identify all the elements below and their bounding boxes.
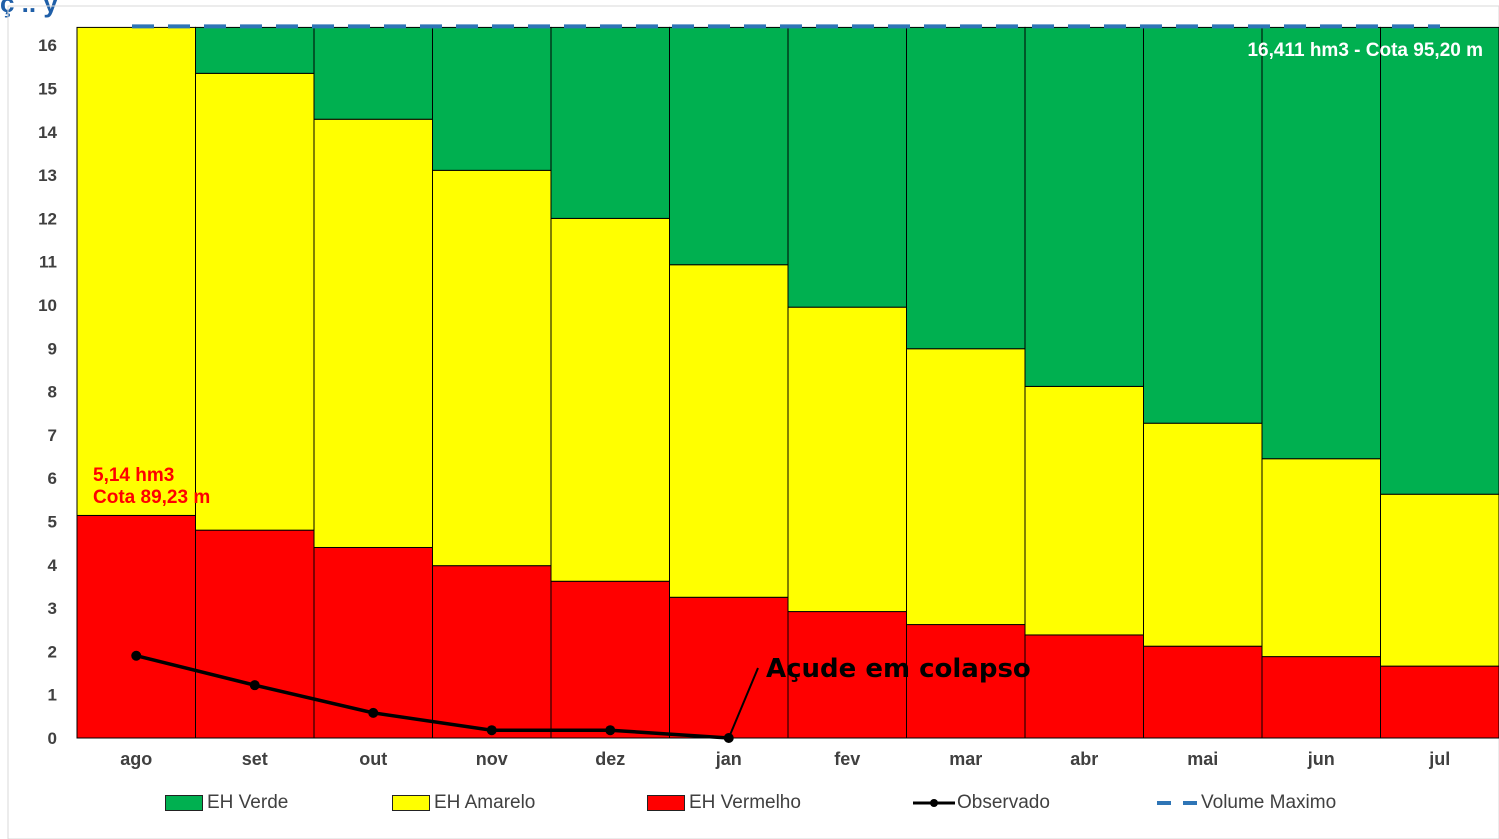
legend-label-amarelo: EH Amarelo bbox=[434, 792, 536, 813]
x-tick-label-jul: jul bbox=[1428, 749, 1450, 769]
bar-vermelho-nov bbox=[432, 565, 552, 739]
x-tick-label-out: out bbox=[359, 749, 387, 769]
observado-line bbox=[135, 654, 729, 740]
y-tick-label: 8 bbox=[48, 383, 57, 402]
bar-amarelo-dez bbox=[550, 217, 670, 582]
bar-verde-abr bbox=[1024, 26, 1144, 387]
bars-layer bbox=[76, 26, 1499, 739]
y-tick-label: 10 bbox=[38, 296, 57, 315]
bar-verde-out bbox=[313, 26, 433, 120]
bar-verde-jan bbox=[669, 26, 789, 266]
observado-point-out bbox=[368, 707, 379, 718]
y-tick-label: 5 bbox=[48, 513, 57, 532]
x-tick-label-set: set bbox=[242, 749, 268, 769]
y-tick-label: 2 bbox=[48, 642, 57, 661]
y-tick-label: 7 bbox=[48, 426, 57, 445]
x-tick-label-nov: nov bbox=[476, 749, 508, 769]
min-cota-label: Cota 89,23 m bbox=[93, 487, 210, 508]
bar-vermelho-out bbox=[313, 546, 433, 739]
bar-amarelo-abr bbox=[1024, 385, 1144, 636]
legend-item-verde: EH Verde bbox=[165, 792, 288, 814]
bar-verde-mai bbox=[1143, 26, 1263, 424]
bar-amarelo-jan bbox=[669, 264, 789, 598]
bar-amarelo-fev bbox=[787, 306, 907, 613]
y-tick-label: 1 bbox=[48, 686, 57, 705]
bar-vermelho-jun bbox=[1261, 656, 1381, 739]
bar-verde-fev bbox=[787, 26, 907, 308]
x-tick-label-dez: dez bbox=[595, 749, 625, 769]
bar-verde-jul bbox=[1380, 26, 1499, 495]
bar-vermelho-dez bbox=[550, 580, 670, 739]
observado-point-ago bbox=[131, 650, 142, 661]
chart-title-fragment: ç .. y bbox=[0, 0, 58, 18]
max-volume-label: 16,411 hm3 - Cota 95,20 m bbox=[1247, 40, 1483, 61]
x-tick-label-abr: abr bbox=[1070, 749, 1098, 769]
legend-label-verde: EH Verde bbox=[207, 792, 289, 813]
legend-label-vermelho: EH Vermelho bbox=[689, 792, 801, 813]
y-tick-label: 6 bbox=[48, 469, 57, 488]
bar-verde-set bbox=[195, 26, 315, 74]
legend-swatch-amarelo bbox=[392, 795, 430, 811]
x-tick-label-jan: jan bbox=[715, 749, 742, 769]
bar-verde-mar bbox=[906, 26, 1026, 350]
legend-item-vermelho: EH Vermelho bbox=[647, 792, 801, 814]
observado-point-nov bbox=[486, 725, 497, 736]
y-tick-label: 16 bbox=[38, 36, 57, 55]
y-tick-label: 12 bbox=[38, 209, 57, 228]
legend-label-observado: Observado bbox=[957, 792, 1050, 813]
bar-amarelo-mar bbox=[906, 348, 1026, 626]
min-volume-label: 5,14 hm3 bbox=[93, 465, 174, 486]
bar-amarelo-nov bbox=[432, 169, 552, 567]
y-tick-label: 14 bbox=[38, 123, 57, 142]
legend-swatch-verde bbox=[165, 795, 203, 811]
x-axis-ticks: ago set out nov dez jan fev mar abr mai jun jul bbox=[120, 749, 1450, 769]
bar-amarelo-mai bbox=[1143, 422, 1263, 647]
bar-amarelo-out bbox=[313, 118, 433, 548]
x-tick-label-ago: ago bbox=[120, 749, 152, 769]
x-tick-label-mai: mai bbox=[1187, 749, 1218, 769]
legend-swatch-vermelho bbox=[647, 795, 685, 811]
observado-point-set bbox=[249, 680, 260, 691]
y-tick-label: 0 bbox=[48, 729, 57, 748]
legend-item-observado: Observado bbox=[913, 792, 1050, 814]
legend: EH Verde EH Amarelo EH Vermelho Observad… bbox=[0, 792, 1499, 820]
y-tick-label: 11 bbox=[39, 253, 57, 272]
y-tick-label: 4 bbox=[48, 556, 58, 575]
y-tick-label: 15 bbox=[38, 80, 57, 99]
bar-vermelho-abr bbox=[1024, 634, 1144, 739]
bar-verde-dez bbox=[550, 26, 670, 219]
bar-amarelo-jul bbox=[1380, 493, 1499, 667]
bar-amarelo-set bbox=[195, 72, 315, 531]
collapse-pointer-line bbox=[727, 667, 759, 739]
legend-swatch-observado bbox=[913, 799, 955, 807]
legend-item-amarelo: EH Amarelo bbox=[392, 792, 535, 814]
legend-item-volume-maximo: Volume Maximo bbox=[1157, 792, 1336, 814]
bar-vermelho-mar bbox=[906, 624, 1026, 739]
x-tick-label-fev: fev bbox=[834, 749, 860, 769]
y-tick-label: 13 bbox=[38, 166, 57, 185]
x-tick-label-mar: mar bbox=[949, 749, 982, 769]
legend-label-volume-maximo: Volume Maximo bbox=[1201, 792, 1337, 813]
bar-vermelho-jul bbox=[1380, 665, 1499, 739]
bar-vermelho-mai bbox=[1143, 645, 1263, 739]
bar-vermelho-fev bbox=[787, 611, 907, 739]
bar-amarelo-jun bbox=[1261, 458, 1381, 658]
bar-vermelho-ago bbox=[76, 514, 196, 739]
observado-point-dez bbox=[605, 725, 616, 736]
legend-swatch-volume-maximo bbox=[1157, 801, 1197, 805]
plot-frame bbox=[7, 5, 1499, 839]
bar-amarelo-ago bbox=[76, 26, 196, 516]
y-tick-label: 3 bbox=[48, 599, 57, 618]
bar-verde-nov bbox=[432, 26, 552, 171]
bar-vermelho-set bbox=[195, 529, 315, 739]
x-tick-label-jun: jun bbox=[1307, 749, 1335, 769]
collapse-annotation: Açude em colapso bbox=[766, 654, 1031, 684]
bar-verde-jun bbox=[1261, 26, 1381, 460]
y-tick-label: 9 bbox=[48, 339, 57, 358]
